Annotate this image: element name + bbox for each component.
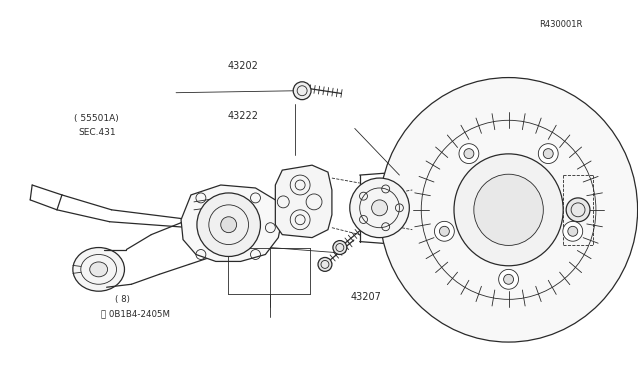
Text: 43202: 43202 bbox=[228, 61, 259, 71]
Polygon shape bbox=[181, 185, 282, 262]
Circle shape bbox=[372, 200, 387, 216]
Text: 43222: 43222 bbox=[228, 111, 259, 121]
Circle shape bbox=[543, 149, 553, 158]
Circle shape bbox=[538, 144, 558, 164]
Text: R430001R: R430001R bbox=[539, 20, 582, 29]
Circle shape bbox=[318, 257, 332, 271]
Circle shape bbox=[440, 226, 449, 236]
Circle shape bbox=[333, 241, 347, 254]
Circle shape bbox=[293, 82, 311, 100]
Circle shape bbox=[464, 149, 474, 158]
Text: SEC.431: SEC.431 bbox=[79, 128, 116, 137]
Circle shape bbox=[197, 193, 260, 256]
Circle shape bbox=[221, 217, 237, 232]
Text: ( 55501A): ( 55501A) bbox=[74, 114, 118, 123]
Polygon shape bbox=[275, 165, 332, 238]
Circle shape bbox=[504, 274, 513, 284]
Circle shape bbox=[563, 221, 582, 241]
Text: Ⓑ 0B1B4-2405M: Ⓑ 0B1B4-2405M bbox=[101, 309, 170, 318]
Ellipse shape bbox=[380, 78, 637, 342]
Circle shape bbox=[568, 226, 578, 236]
Circle shape bbox=[459, 144, 479, 164]
Ellipse shape bbox=[474, 174, 543, 246]
Text: 43207: 43207 bbox=[351, 292, 381, 302]
Ellipse shape bbox=[73, 247, 124, 291]
Text: 44098M: 44098M bbox=[524, 214, 563, 224]
Circle shape bbox=[566, 198, 590, 222]
Circle shape bbox=[350, 178, 410, 238]
Ellipse shape bbox=[90, 262, 108, 277]
Circle shape bbox=[435, 221, 454, 241]
Ellipse shape bbox=[454, 154, 563, 266]
Circle shape bbox=[499, 269, 518, 289]
Text: ( 8): ( 8) bbox=[115, 295, 131, 304]
